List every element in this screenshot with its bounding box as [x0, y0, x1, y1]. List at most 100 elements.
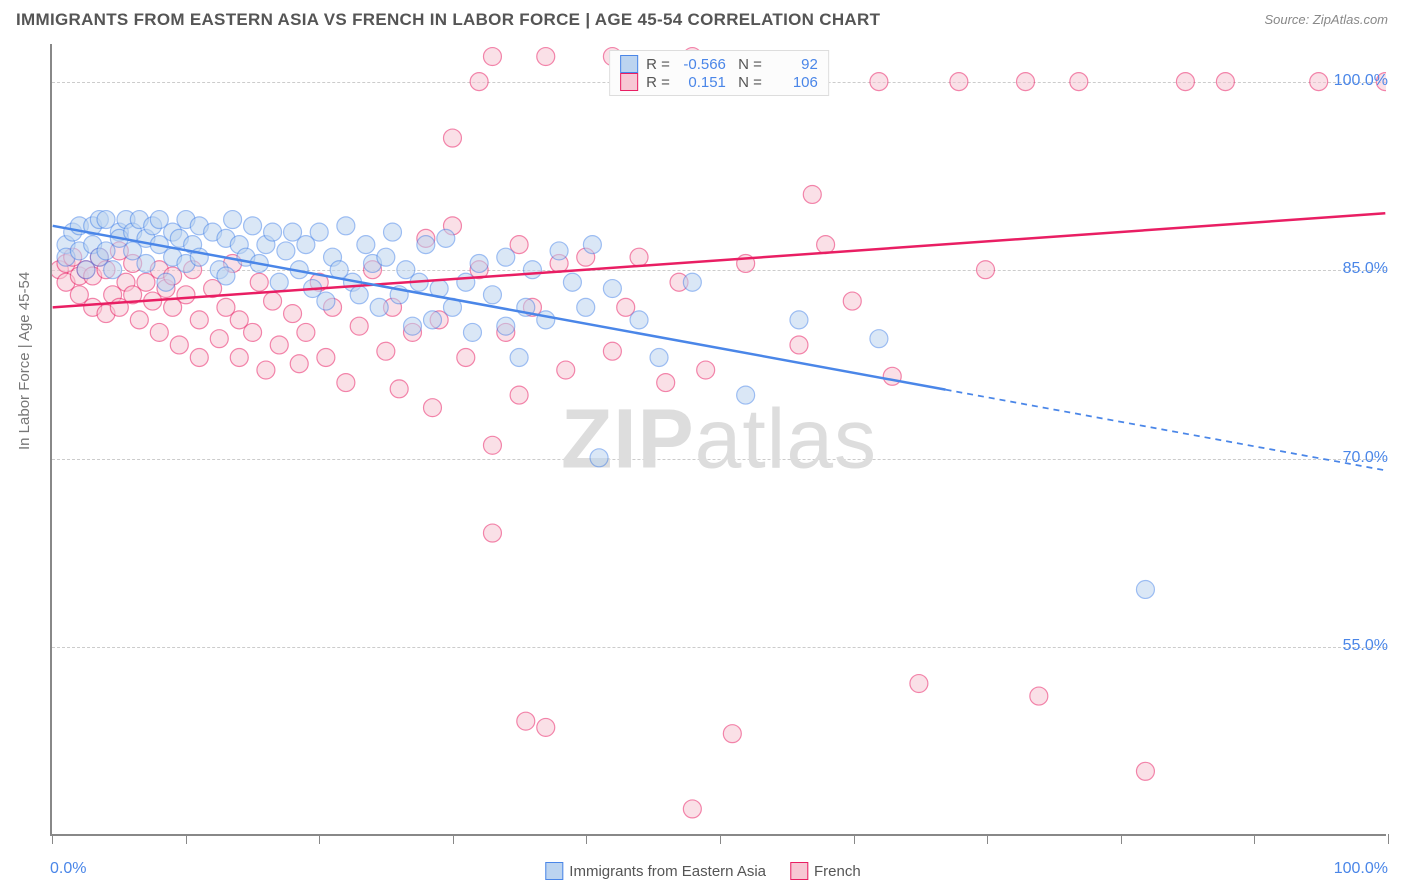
trend-line-blue-dashed [946, 390, 1386, 471]
point-blue [384, 223, 402, 241]
point-blue [137, 254, 155, 272]
stats-row-pink: R =0.151 N =106 [620, 73, 818, 91]
point-pink [723, 725, 741, 743]
point-blue [737, 386, 755, 404]
point-blue [550, 242, 568, 260]
point-pink [230, 349, 248, 367]
legend-label-pink: French [814, 863, 861, 880]
point-pink [817, 236, 835, 254]
point-blue [870, 330, 888, 348]
point-pink [657, 374, 675, 392]
y-tick-label: 85.0% [1343, 260, 1388, 278]
point-pink [483, 524, 501, 542]
point-pink [257, 361, 275, 379]
point-pink [1176, 73, 1194, 91]
point-pink [350, 317, 368, 335]
swatch-pink [620, 73, 638, 91]
point-pink [1017, 73, 1035, 91]
point-pink [537, 718, 555, 736]
source-label: Source: ZipAtlas.com [1264, 12, 1388, 27]
point-blue [577, 298, 595, 316]
correlation-chart: IMMIGRANTS FROM EASTERN ASIA VS FRENCH I… [0, 0, 1406, 892]
point-blue [417, 236, 435, 254]
r-value-pink: 0.151 [678, 74, 726, 91]
point-pink [1216, 73, 1234, 91]
point-pink [150, 323, 168, 341]
point-pink [1030, 687, 1048, 705]
point-pink [697, 361, 715, 379]
n-value-pink: 106 [770, 74, 818, 91]
point-blue [157, 273, 175, 291]
point-blue [457, 273, 475, 291]
point-pink [390, 380, 408, 398]
x-max-label: 100.0% [1334, 860, 1388, 878]
point-pink [130, 311, 148, 329]
point-blue [337, 217, 355, 235]
swatch-pink-legend [790, 862, 808, 880]
point-blue [264, 223, 282, 241]
chart-title: IMMIGRANTS FROM EASTERN ASIA VS FRENCH I… [16, 10, 880, 30]
point-blue [583, 236, 601, 254]
point-blue [537, 311, 555, 329]
point-pink [244, 323, 262, 341]
point-blue [317, 292, 335, 310]
legend: Immigrants from Eastern Asia French [545, 862, 860, 880]
stats-box: R =-0.566 N =92 R =0.151 N =106 [609, 50, 829, 96]
point-blue [437, 229, 455, 247]
point-blue [497, 248, 515, 266]
point-pink [517, 712, 535, 730]
legend-item-blue: Immigrants from Eastern Asia [545, 862, 766, 880]
y-tick-label: 70.0% [1343, 449, 1388, 467]
point-pink [803, 185, 821, 203]
point-pink [250, 273, 268, 291]
point-pink [270, 336, 288, 354]
point-blue [650, 349, 668, 367]
point-pink [337, 374, 355, 392]
point-blue [510, 349, 528, 367]
point-pink [950, 73, 968, 91]
point-pink [1310, 73, 1328, 91]
point-blue [404, 317, 422, 335]
point-pink [843, 292, 861, 310]
legend-label-blue: Immigrants from Eastern Asia [569, 863, 766, 880]
point-blue [683, 273, 701, 291]
point-pink [483, 48, 501, 66]
point-pink [630, 248, 648, 266]
point-pink [977, 261, 995, 279]
point-pink [537, 48, 555, 66]
point-blue [1136, 580, 1154, 598]
point-pink [883, 367, 901, 385]
legend-item-pink: French [790, 862, 861, 880]
point-blue [563, 273, 581, 291]
point-pink [457, 349, 475, 367]
point-blue [377, 248, 395, 266]
point-pink [290, 355, 308, 373]
point-pink [510, 386, 528, 404]
point-pink [377, 342, 395, 360]
point-blue [224, 211, 242, 229]
y-axis-title: In Labor Force | Age 45-54 [16, 272, 33, 450]
point-pink [210, 330, 228, 348]
point-blue [497, 317, 515, 335]
point-pink [443, 129, 461, 147]
plot-area: ZIPatlas R =-0.566 N =92 R =0.151 N =106 [50, 44, 1386, 836]
point-blue [590, 449, 608, 467]
n-value-blue: 92 [770, 56, 818, 73]
point-pink [1070, 73, 1088, 91]
point-pink [910, 675, 928, 693]
plot-svg [52, 44, 1386, 834]
x-min-label: 0.0% [50, 860, 86, 878]
point-pink [317, 349, 335, 367]
point-blue [483, 286, 501, 304]
y-tick-label: 100.0% [1334, 72, 1388, 90]
point-blue [523, 261, 541, 279]
y-tick-label: 55.0% [1343, 637, 1388, 655]
point-blue [217, 267, 235, 285]
point-blue [104, 261, 122, 279]
point-pink [1136, 762, 1154, 780]
point-pink [870, 73, 888, 91]
point-pink [603, 342, 621, 360]
point-blue [630, 311, 648, 329]
point-pink [170, 336, 188, 354]
point-pink [190, 349, 208, 367]
